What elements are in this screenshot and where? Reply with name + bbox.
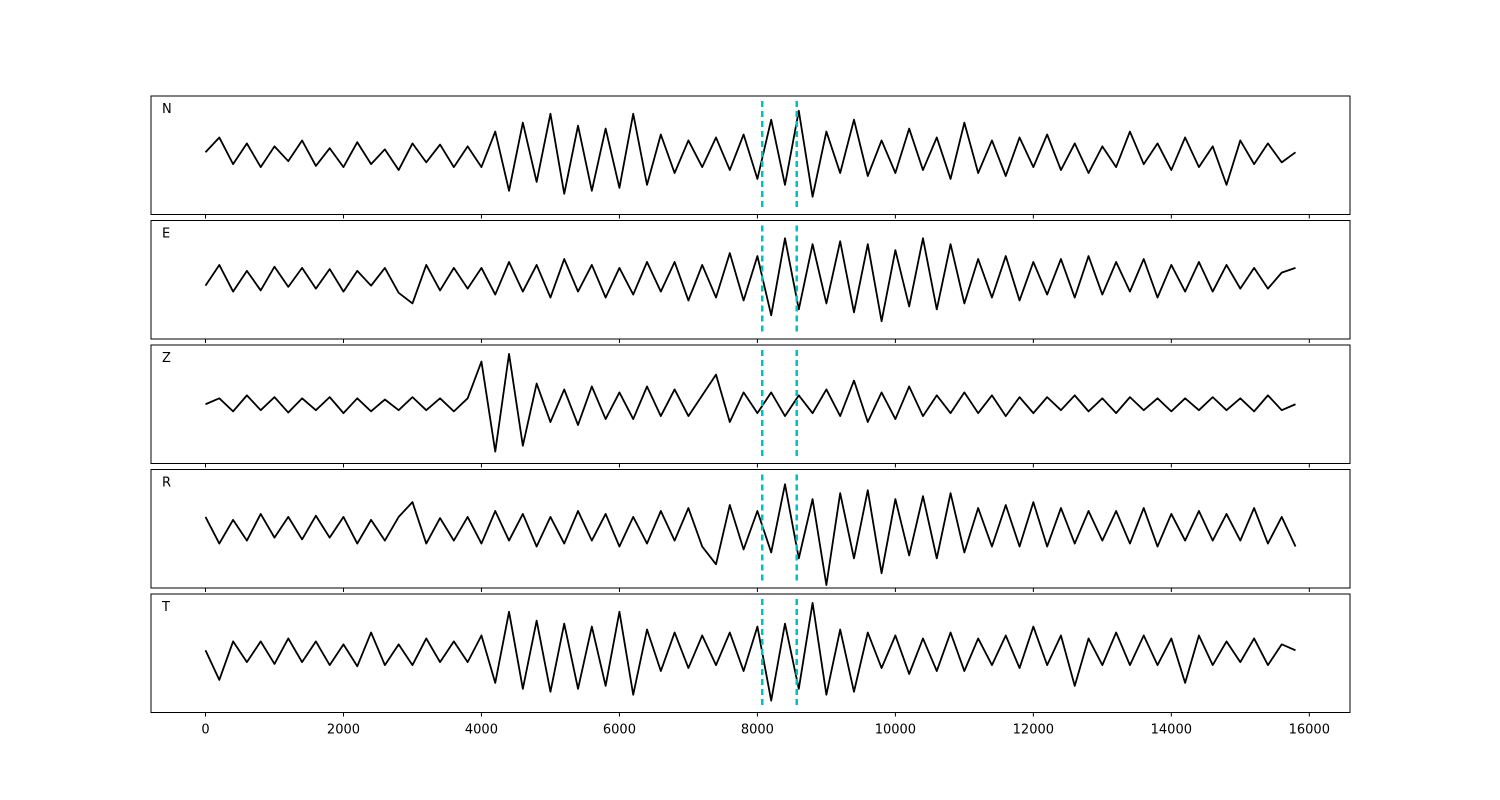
x-tick-label: 14000 [1151,723,1192,738]
panel-label: N [162,102,172,117]
trace-line [204,237,1296,323]
trace-line [205,352,1296,453]
x-tick-label: 6000 [603,723,636,738]
panel-frame [150,344,1351,464]
trace-line [204,109,1297,198]
panel-label: Z [162,351,171,366]
x-tick-label: 0 [201,723,209,738]
x-tick-label: 4000 [465,723,498,738]
panel-frame [150,469,1351,589]
x-tick-label: 12000 [1013,723,1054,738]
panel-frame [150,593,1351,713]
x-tick-label: 10000 [875,723,916,738]
x-tick-label: 16000 [1289,723,1330,738]
panel-label: E [162,227,170,242]
panel-label: T [161,600,170,615]
x-tick-label: 8000 [741,723,774,738]
panel-frame [150,220,1351,340]
panel-frame [150,95,1351,215]
x-tick-label: 2000 [327,723,360,738]
trace-line [204,483,1297,586]
panel-label: R [162,476,171,491]
trace-line [204,601,1296,702]
